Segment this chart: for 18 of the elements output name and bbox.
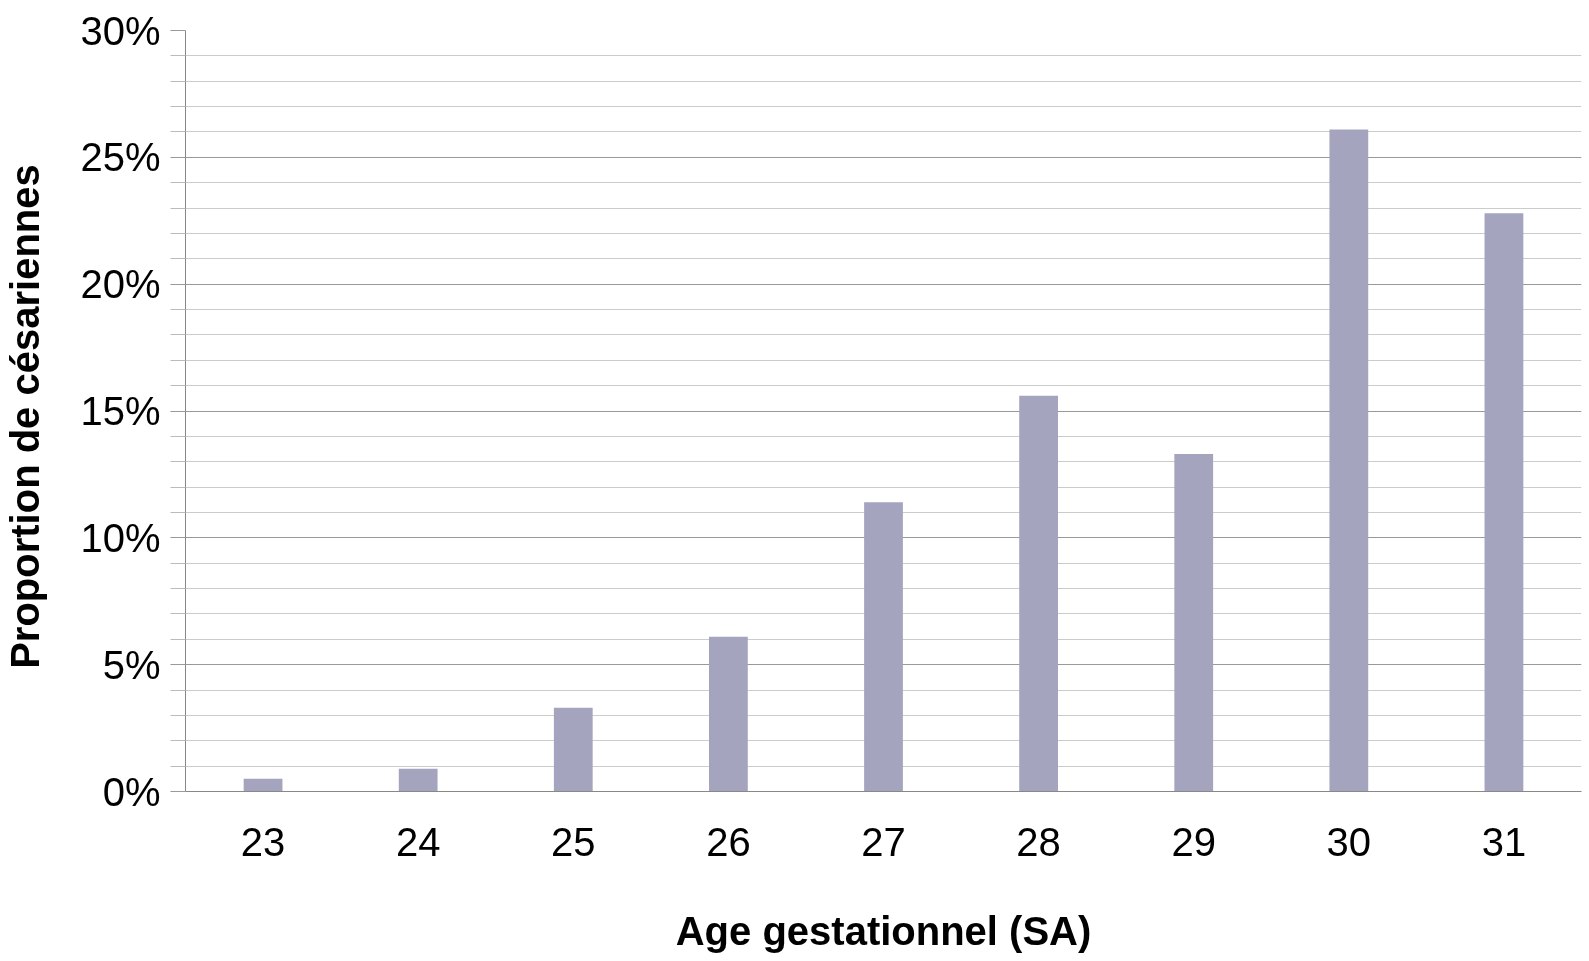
x-tick-label: 27 [861, 819, 906, 864]
y-tick-label: 30% [80, 8, 161, 53]
y-tick-label: 5% [102, 642, 161, 687]
y-tick-label: 15% [80, 389, 161, 433]
y-tick-label: 20% [80, 262, 161, 307]
x-tick-label: 26 [706, 819, 751, 864]
x-tick-label: 29 [1171, 819, 1216, 864]
x-tick-label: 30 [1326, 819, 1372, 864]
x-tick-label: 23 [240, 819, 286, 864]
x-tick-label: 31 [1481, 819, 1527, 864]
x-axis-title: Age gestationnel (SA) [675, 908, 1092, 953]
y-axis-title: Proportion de césariennes [3, 164, 48, 669]
y-tick-label: 10% [80, 515, 161, 560]
y-tick-label: 25% [80, 135, 161, 180]
x-tick-label: 28 [1016, 819, 1061, 864]
x-tick-label: 25 [551, 819, 596, 864]
x-tick-label: 24 [395, 819, 441, 864]
y-tick-label: 0% [102, 769, 161, 814]
